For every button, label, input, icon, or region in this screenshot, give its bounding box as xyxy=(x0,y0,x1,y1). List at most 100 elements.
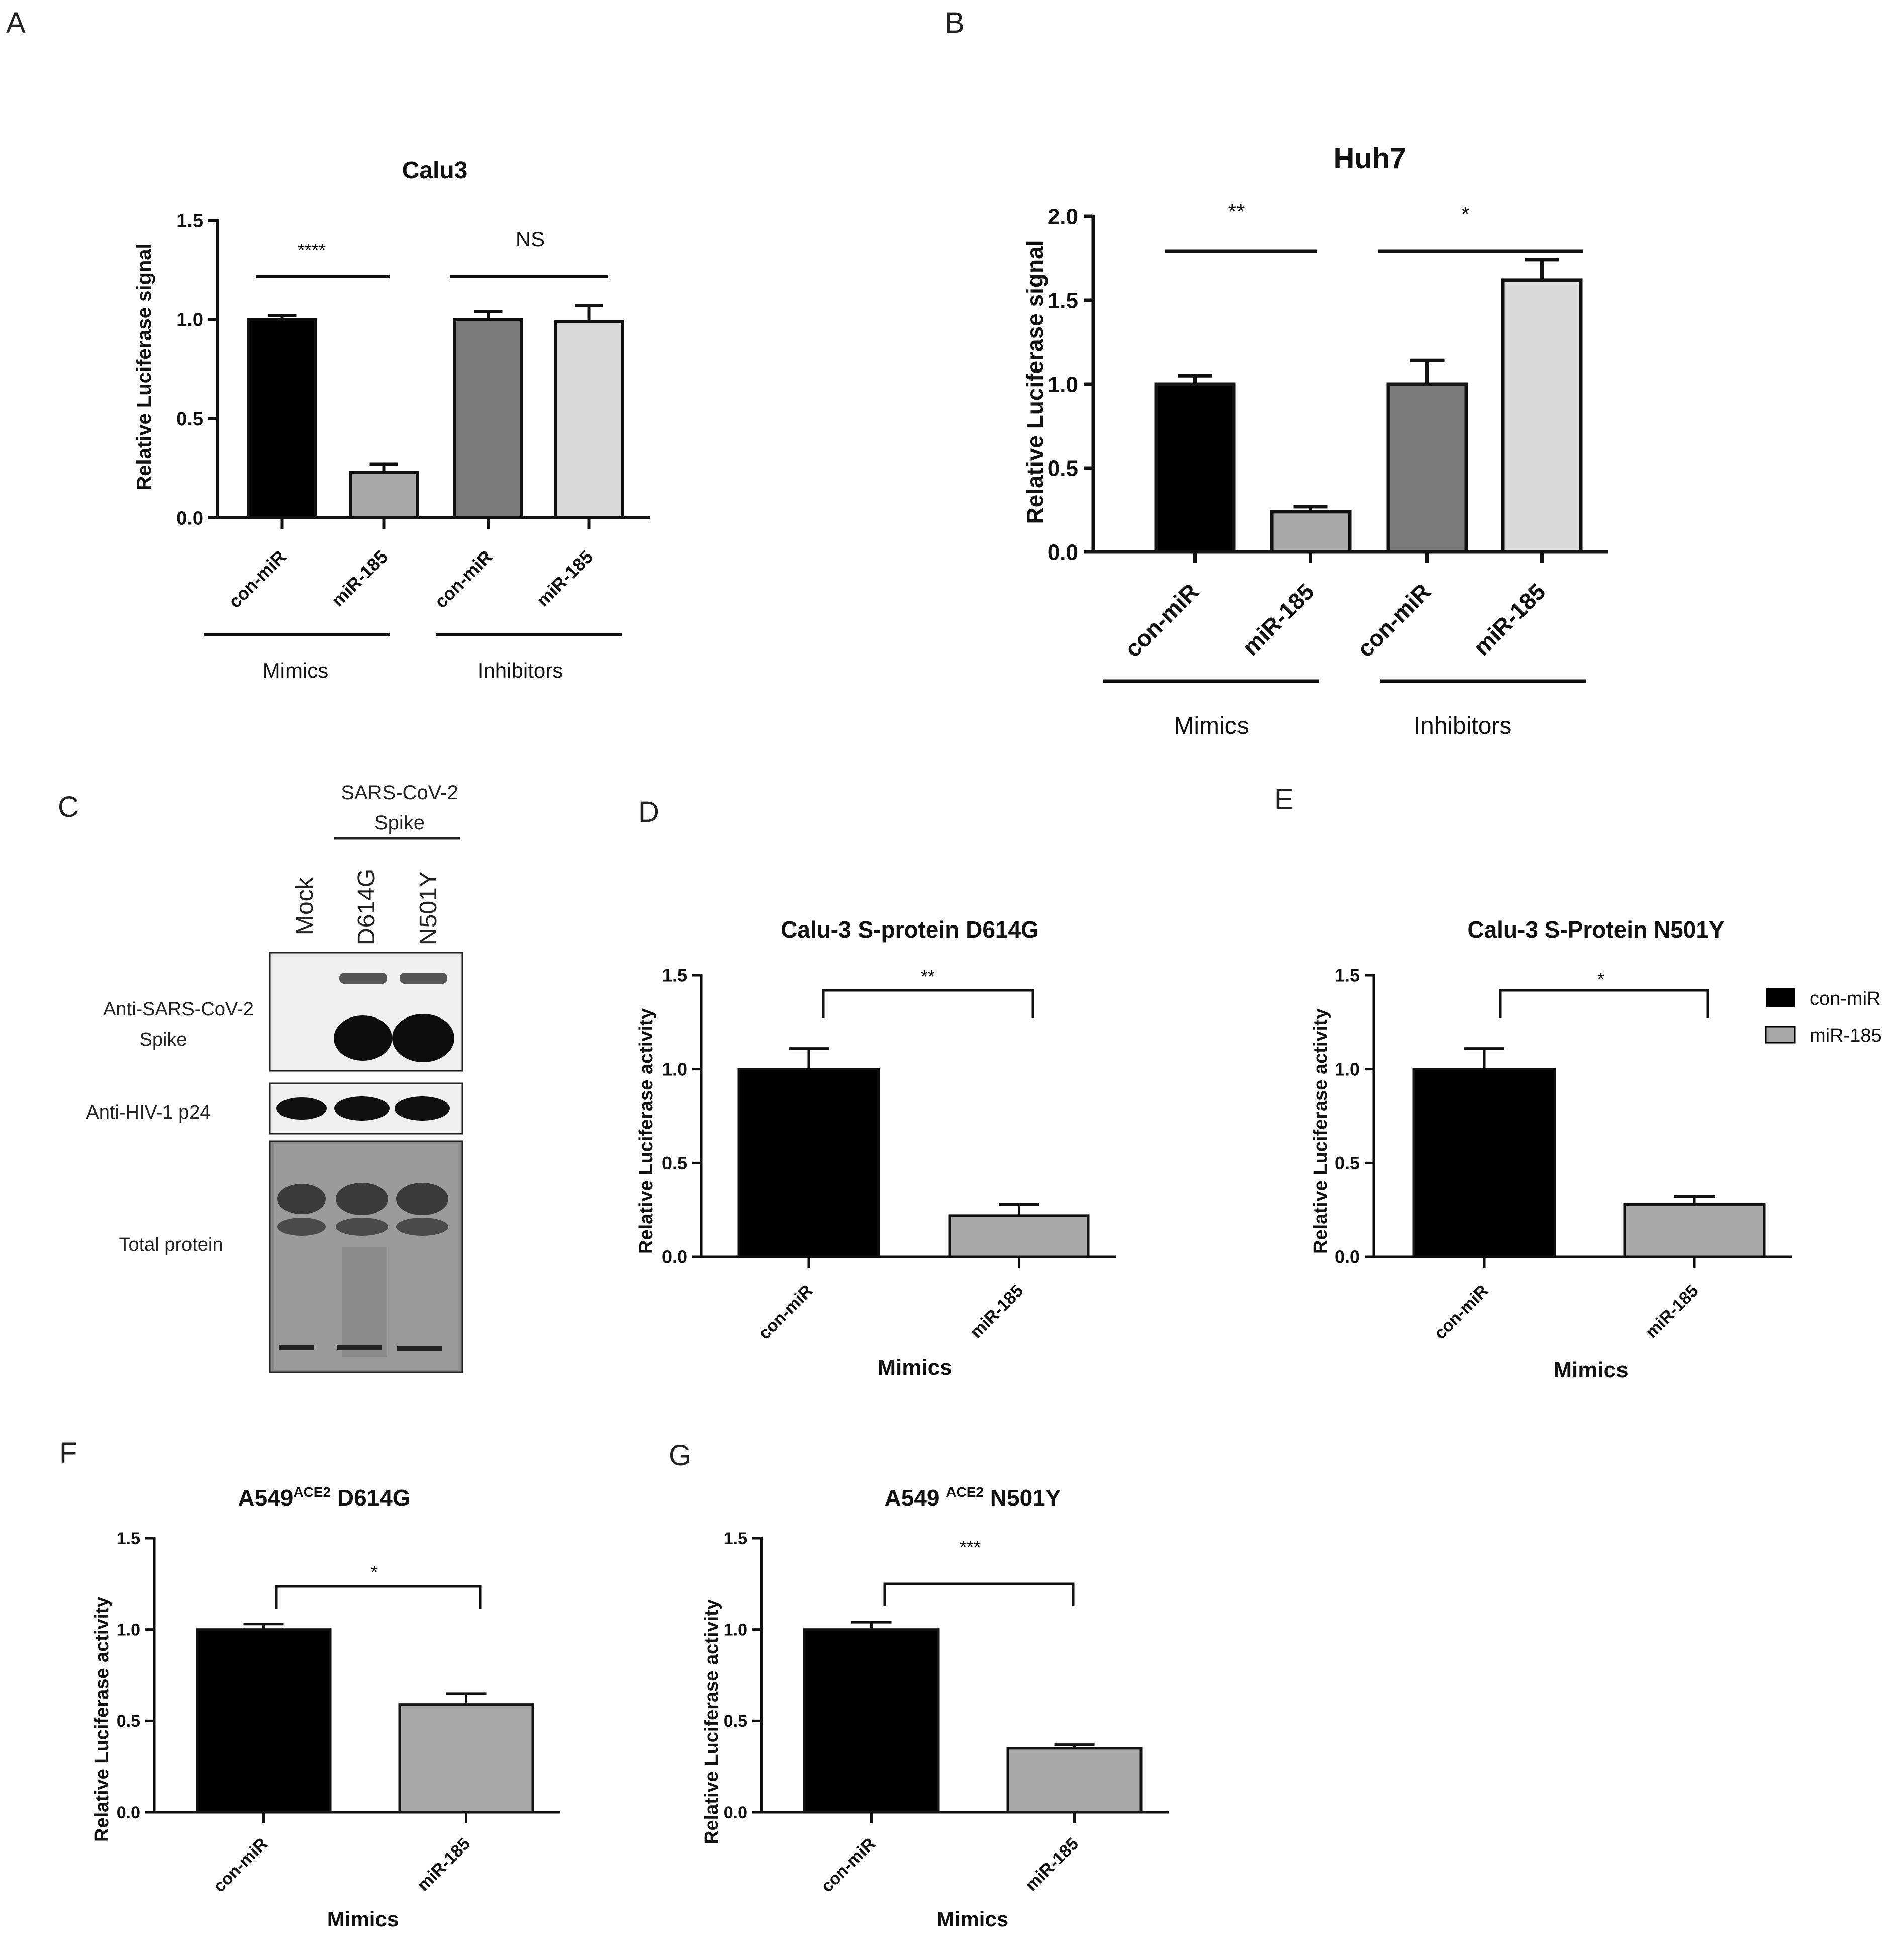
panel-letter-c: C xyxy=(58,791,79,823)
chart-d-calu3-d614g: Calu-3 S-protein D614G Relative Lucifera… xyxy=(636,916,1116,1380)
y-tick-label: 1.5 xyxy=(117,1529,140,1548)
panel-letter-g: G xyxy=(669,1439,691,1472)
legend-label-con-mir: con-miR xyxy=(1810,988,1880,1009)
bar-con-mir xyxy=(247,318,317,519)
blot-header-line2: Spike xyxy=(374,812,425,834)
category-label: con-miR xyxy=(1431,1281,1492,1343)
bar-mir-185 xyxy=(1006,1747,1143,1814)
y-tick-label: 1.5 xyxy=(1048,288,1078,313)
bar-con-mir xyxy=(737,1068,880,1258)
y-axis-label: Relative Luciferase signal xyxy=(1022,240,1048,524)
chart-f-a549-d614g: A549ACE2 D614G Relative Luciferase activ… xyxy=(91,1484,560,1931)
bar-mir-185 xyxy=(948,1214,1090,1258)
chart-b-huh7: Huh7 Relative Luciferase signal Mimics I… xyxy=(1022,142,1608,739)
y-tick-label: 0.0 xyxy=(176,508,203,529)
lane-label-mock: Mock xyxy=(292,877,318,935)
y-axis-label: Relative Luciferase activity xyxy=(1310,1008,1331,1254)
y-tick-label: 0.5 xyxy=(724,1712,747,1731)
bar-mir-185 xyxy=(398,1703,534,1814)
significance-label: * xyxy=(1597,969,1604,989)
category-label: con-miR xyxy=(1120,578,1204,662)
y-tick-label: 0.0 xyxy=(1048,540,1078,565)
legend-swatch-con-mir xyxy=(1766,988,1795,1007)
panel-letter-d: D xyxy=(638,796,659,828)
y-axis-label: Relative Luciferase signal xyxy=(133,243,155,490)
significance-label: * xyxy=(371,1562,378,1583)
category-label: miR-185 xyxy=(1468,578,1550,660)
y-tick-label: 1.0 xyxy=(662,1059,687,1079)
y-tick-label: 0.5 xyxy=(1048,456,1078,481)
group-label-mimics: Mimics xyxy=(263,659,329,682)
significance-label: NS xyxy=(516,227,545,251)
y-tick-label: 1.0 xyxy=(1048,372,1078,397)
y-tick-label: 2.0 xyxy=(1048,204,1078,229)
x-axis-label: Mimics xyxy=(937,1907,1008,1931)
significance-label: **** xyxy=(298,240,326,260)
category-label: miR-185 xyxy=(327,546,392,611)
panel-letter-e: E xyxy=(1274,783,1294,816)
chart-a-calu3: Calu3 Relative Luciferase signal Mimics … xyxy=(133,157,650,682)
y-tick-label: 1.5 xyxy=(1335,965,1360,986)
bar-mir-185 xyxy=(554,320,624,520)
chart-title: Calu3 xyxy=(402,157,468,184)
y-axis-label: Relative Luciferase activity xyxy=(91,1597,113,1842)
y-tick-label: 0.5 xyxy=(176,409,203,430)
y-tick-label: 1.5 xyxy=(176,210,203,231)
y-axis-label: Relative Luciferase activity xyxy=(701,1599,722,1844)
significance-label: ** xyxy=(921,966,935,987)
blot-row-label-spike-1: Anti-SARS-CoV-2 xyxy=(103,999,254,1020)
bar-con-mir xyxy=(1154,382,1236,554)
category-label: miR-185 xyxy=(1642,1281,1702,1342)
blot-header-line1: SARS-CoV-2 xyxy=(341,782,458,804)
chart-e-calu3-n501y: Calu-3 S-Protein N501Y Relative Lucifera… xyxy=(1310,916,1882,1382)
bar-con-mir xyxy=(196,1628,332,1814)
category-label: miR-185 xyxy=(532,546,597,611)
blot-row-label-total: Total protein xyxy=(119,1234,223,1255)
significance-label: *** xyxy=(960,1537,981,1557)
significance-bracket xyxy=(1499,989,1709,1018)
y-tick-label: 0.5 xyxy=(662,1153,687,1173)
panel-letter-f: F xyxy=(59,1437,77,1469)
category-label: miR-185 xyxy=(967,1281,1027,1342)
x-axis-label: Mimics xyxy=(1553,1358,1628,1382)
category-label: con-miR xyxy=(210,1834,271,1896)
bar-mir-185 xyxy=(349,471,419,520)
significance-bracket xyxy=(822,989,1034,1018)
group-label-inhibitors: Inhibitors xyxy=(478,659,563,682)
lane-label-n501y: N501Y xyxy=(415,871,442,945)
y-axis-label: Relative Luciferase activity xyxy=(636,1008,657,1254)
y-tick-label: 1.0 xyxy=(176,310,203,331)
significance-label: * xyxy=(1461,202,1469,226)
significance-bracket xyxy=(275,1585,482,1609)
category-label: con-miR xyxy=(1352,578,1436,662)
legend-swatch-mir-185 xyxy=(1765,1026,1796,1044)
category-label: miR-185 xyxy=(1237,578,1319,660)
bar-mir-185 xyxy=(1270,510,1352,554)
chart-g-a549-n501y: A549 ACE2 N501Y Relative Luciferase acti… xyxy=(701,1484,1169,1931)
lane-label-d614g: D614G xyxy=(353,869,380,945)
bar-mir-185 xyxy=(1501,278,1583,554)
bar-con-mir xyxy=(1412,1068,1556,1258)
panel-letter-a: A xyxy=(6,7,26,39)
chart-title: Calu-3 S-protein D614G xyxy=(781,916,1039,943)
group-label-mimics: Mimics xyxy=(1174,713,1249,739)
y-tick-label: 0.5 xyxy=(117,1712,140,1731)
group-label-inhibitors: Inhibitors xyxy=(1414,713,1512,739)
chart-title: A549ACE2 D614G xyxy=(238,1484,410,1511)
chart-title: A549 ACE2 N501Y xyxy=(885,1484,1061,1511)
x-axis-label: Mimics xyxy=(327,1907,399,1931)
category-label: con-miR xyxy=(224,546,290,612)
category-label: con-miR xyxy=(430,546,496,612)
y-tick-label: 0.0 xyxy=(1335,1247,1360,1267)
blot-total-protein-image xyxy=(269,1140,463,1373)
y-tick-label: 1.5 xyxy=(724,1529,747,1548)
significance-label: ** xyxy=(1228,200,1245,223)
bar-con-mir xyxy=(1386,382,1468,554)
chart-title: Calu-3 S-Protein N501Y xyxy=(1467,916,1724,943)
category-label: con-miR xyxy=(755,1281,817,1343)
category-label: miR-185 xyxy=(414,1834,474,1895)
y-tick-label: 0.0 xyxy=(117,1803,140,1822)
legend: con-miR miR-185 xyxy=(1765,988,1882,1046)
y-tick-label: 0.0 xyxy=(662,1247,687,1267)
